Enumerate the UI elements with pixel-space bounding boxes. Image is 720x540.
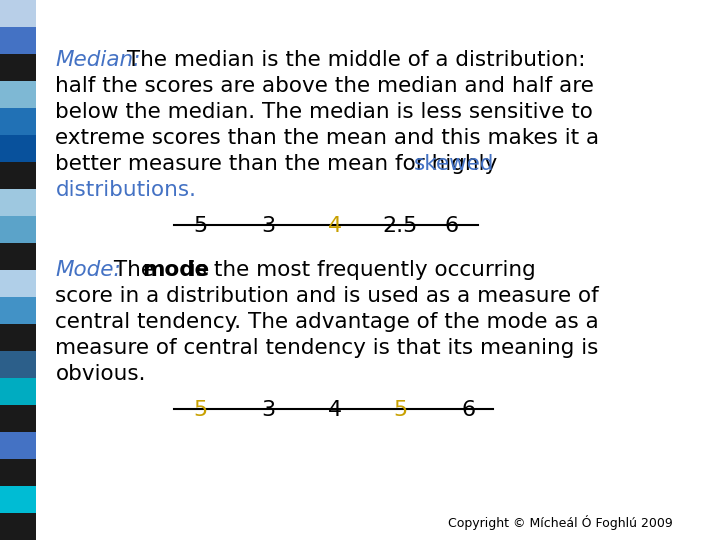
Bar	[0, 378, 36, 405]
Bar	[0, 270, 36, 297]
Bar	[0, 243, 36, 270]
Bar	[0, 189, 36, 216]
Text: 5: 5	[194, 400, 208, 420]
Bar	[0, 0, 36, 27]
Text: mode: mode	[143, 260, 210, 280]
Text: is the most frequently occurring: is the most frequently occurring	[183, 260, 536, 280]
Bar	[0, 486, 36, 513]
Text: extreme scores than the mean and this makes it a: extreme scores than the mean and this ma…	[55, 128, 600, 148]
Bar	[0, 27, 36, 54]
Bar	[0, 54, 36, 81]
Text: half the scores are above the median and half are: half the scores are above the median and…	[55, 76, 595, 96]
Text: The median is the middle of a distribution:: The median is the middle of a distributi…	[120, 50, 585, 70]
Text: measure of central tendency is that its meaning is: measure of central tendency is that its …	[55, 338, 599, 358]
Bar	[0, 432, 36, 459]
Bar	[0, 162, 36, 189]
Text: 4: 4	[328, 400, 342, 420]
Text: 5: 5	[194, 216, 208, 236]
Bar	[0, 216, 36, 243]
Text: The: The	[107, 260, 161, 280]
Bar	[0, 108, 36, 135]
Bar	[0, 297, 36, 324]
Text: Mode:: Mode:	[55, 260, 121, 280]
Text: obvious.: obvious.	[55, 364, 146, 384]
Text: 6: 6	[444, 216, 459, 236]
Text: Median:: Median:	[55, 50, 141, 70]
Text: central tendency. The advantage of the mode as a: central tendency. The advantage of the m…	[55, 312, 599, 332]
Bar	[0, 324, 36, 351]
Text: score in a distribution and is used as a measure of: score in a distribution and is used as a…	[55, 286, 599, 306]
Bar	[0, 135, 36, 162]
Text: 2.5: 2.5	[382, 216, 418, 236]
Text: below the median. The median is less sensitive to: below the median. The median is less sen…	[55, 102, 593, 122]
Bar	[0, 81, 36, 108]
Bar	[0, 405, 36, 432]
Text: Copyright © Mícheál Ó Foghlú 2009: Copyright © Mícheál Ó Foghlú 2009	[448, 515, 672, 530]
Text: 3: 3	[261, 400, 275, 420]
Bar	[0, 351, 36, 378]
Bar	[0, 513, 36, 540]
Text: skewed: skewed	[413, 154, 494, 174]
Text: distributions.: distributions.	[55, 180, 197, 200]
Text: 5: 5	[393, 400, 407, 420]
Bar	[0, 459, 36, 486]
Text: 4: 4	[328, 216, 342, 236]
Text: 6: 6	[462, 400, 476, 420]
Text: better measure than the mean for highly: better measure than the mean for highly	[55, 154, 505, 174]
Text: 3: 3	[261, 216, 275, 236]
